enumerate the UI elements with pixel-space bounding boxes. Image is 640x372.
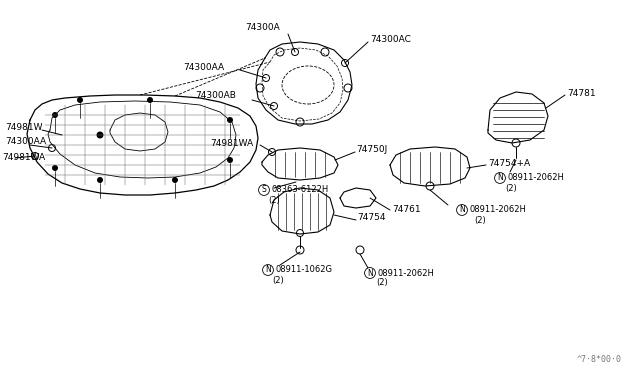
Circle shape <box>356 246 364 254</box>
Text: 74761: 74761 <box>392 205 420 215</box>
Text: (2): (2) <box>474 215 486 224</box>
Circle shape <box>49 144 56 151</box>
Circle shape <box>296 246 304 254</box>
Text: (2): (2) <box>376 279 388 288</box>
Circle shape <box>296 230 303 237</box>
Text: 74300AC: 74300AC <box>370 35 411 45</box>
Text: (2): (2) <box>268 196 280 205</box>
Circle shape <box>147 97 153 103</box>
Circle shape <box>227 117 233 123</box>
Text: 74754+A: 74754+A <box>488 158 530 167</box>
Circle shape <box>256 84 264 92</box>
Circle shape <box>291 48 298 55</box>
Circle shape <box>271 103 278 109</box>
Text: 74754: 74754 <box>357 214 385 222</box>
Text: 74300AB: 74300AB <box>195 92 236 100</box>
Text: 74981WA: 74981WA <box>210 138 253 148</box>
Circle shape <box>342 60 349 67</box>
Text: N: N <box>459 205 465 215</box>
Circle shape <box>269 148 275 155</box>
Text: 74981WA: 74981WA <box>2 154 45 163</box>
Text: N: N <box>497 173 503 183</box>
Text: 74781: 74781 <box>567 89 596 97</box>
Text: 74981W: 74981W <box>5 122 42 131</box>
Circle shape <box>344 84 352 92</box>
Text: 08363-6122H: 08363-6122H <box>272 186 329 195</box>
Circle shape <box>426 182 434 190</box>
Circle shape <box>97 177 103 183</box>
Text: 74750J: 74750J <box>356 145 387 154</box>
Circle shape <box>227 157 233 163</box>
Text: 08911-2062H: 08911-2062H <box>508 173 565 183</box>
Circle shape <box>31 153 38 160</box>
Circle shape <box>52 165 58 171</box>
Text: (2): (2) <box>505 183 516 192</box>
Text: N: N <box>367 269 373 278</box>
Text: 74300A: 74300A <box>245 23 280 32</box>
Circle shape <box>52 112 58 118</box>
Circle shape <box>276 48 284 56</box>
Circle shape <box>172 177 178 183</box>
Circle shape <box>512 139 520 147</box>
Circle shape <box>296 118 304 126</box>
Text: (2): (2) <box>272 276 284 285</box>
Text: ^7·8*00·0: ^7·8*00·0 <box>577 356 622 365</box>
Text: 08911-2062H: 08911-2062H <box>378 269 435 278</box>
Text: 74300AA: 74300AA <box>183 64 224 73</box>
Circle shape <box>97 131 104 138</box>
Circle shape <box>262 74 269 81</box>
Text: 08911-1062G: 08911-1062G <box>276 266 333 275</box>
Text: N: N <box>265 266 271 275</box>
Text: S: S <box>262 186 266 195</box>
Text: 08911-2062H: 08911-2062H <box>470 205 527 215</box>
Circle shape <box>77 97 83 103</box>
Circle shape <box>321 48 329 56</box>
Text: 74300AA: 74300AA <box>5 138 46 147</box>
